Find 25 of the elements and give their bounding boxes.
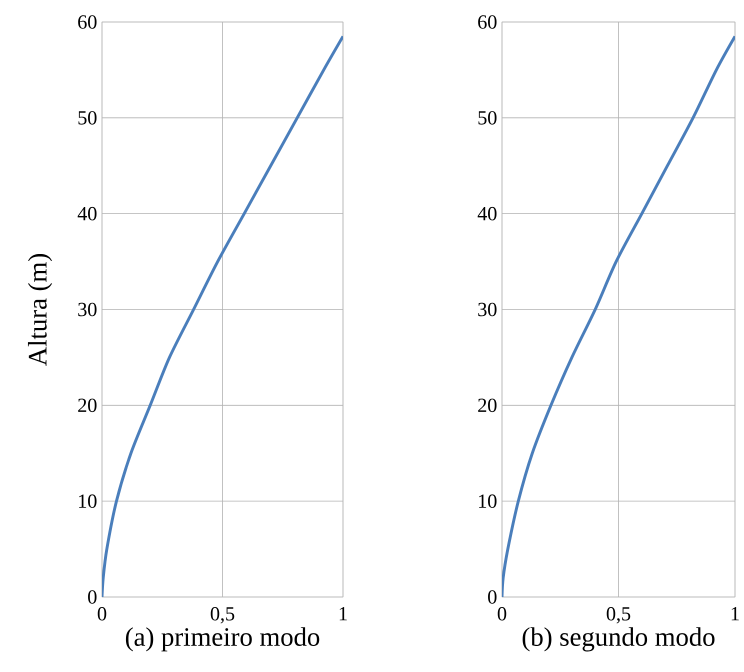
y-tick-label: 10 — [79, 494, 97, 508]
y-tick-label: 30 — [478, 302, 497, 316]
y-tick-label: 40 — [478, 206, 497, 220]
y-tick-label: 10 — [479, 494, 497, 508]
x-axis-title: (a) primeiro modo — [126, 627, 320, 652]
y-tick-label: 60 — [478, 15, 497, 29]
y-tick-label: 50 — [78, 111, 97, 125]
x-tick-label: 0,5 — [606, 607, 630, 624]
line-series — [102, 34, 344, 597]
y-tick-label: 0 — [488, 590, 497, 604]
y-axis-title: Altura (m) — [28, 254, 52, 366]
y-tick-label: 30 — [78, 302, 97, 316]
x-tick-label: 1 — [732, 607, 739, 620]
y-tick-label: 60 — [78, 15, 97, 29]
y-tick-label: 20 — [78, 398, 97, 412]
y-tick-label: 50 — [478, 111, 497, 125]
x-tick-label: 0,5 — [210, 607, 234, 624]
x-tick-label: 0 — [498, 607, 506, 621]
y-tick-label: 40 — [78, 206, 97, 220]
y-tick-label: 20 — [478, 398, 497, 412]
x-axis-title: (b) segundo modo — [522, 627, 715, 652]
x-tick-label: 0 — [98, 607, 106, 621]
line-series — [502, 34, 735, 597]
x-tick-label: 1 — [340, 607, 347, 620]
y-tick-label: 0 — [88, 590, 97, 604]
